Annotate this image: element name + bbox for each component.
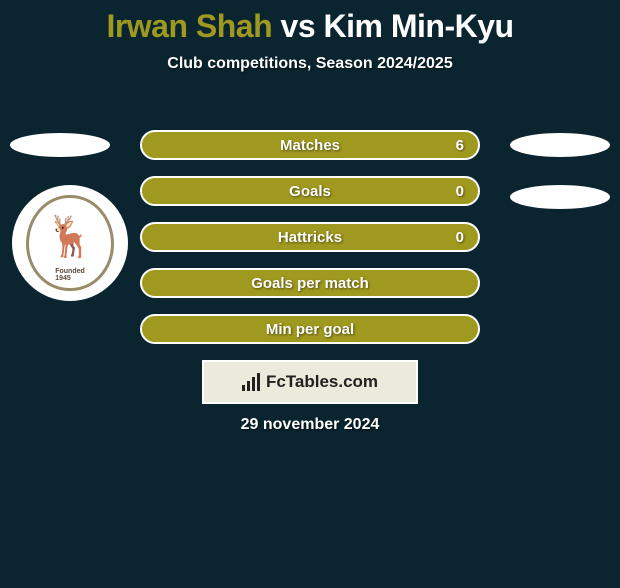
stat-row-mpg: Min per goal <box>140 314 480 344</box>
avatar-placeholder-right-2 <box>510 185 610 209</box>
footer-date: 29 november 2024 <box>0 416 620 434</box>
stats-rows: Matches 6 Goals 0 Hattricks 0 Goals per … <box>140 130 480 360</box>
stat-row-goals: Goals 0 <box>140 176 480 206</box>
club-badge-left: 🦌 Founded1945 <box>12 185 128 301</box>
stat-label: Matches <box>280 137 340 154</box>
title-player2: Kim Min-Kyu <box>324 8 514 44</box>
stat-label: Goals <box>289 183 331 200</box>
subtitle: Club competitions, Season 2024/2025 <box>0 55 620 73</box>
stat-row-hattricks: Hattricks 0 <box>140 222 480 252</box>
avatar-placeholder-left <box>10 133 110 157</box>
stat-value-right: 0 <box>456 229 464 246</box>
stat-row-matches: Matches 6 <box>140 130 480 160</box>
page-title: Irwan Shah vs Kim Min-Kyu <box>0 8 620 45</box>
promo-link[interactable]: FcTables.com <box>202 360 418 404</box>
badge-founded: Founded1945 <box>55 268 85 282</box>
title-player1: Irwan Shah <box>106 8 272 44</box>
promo-text: FcTables.com <box>266 372 378 392</box>
stat-label: Goals per match <box>251 275 369 292</box>
title-vs: vs <box>281 8 316 44</box>
stat-value-right: 6 <box>456 137 464 154</box>
avatar-placeholder-right-1 <box>510 133 610 157</box>
stat-row-gpm: Goals per match <box>140 268 480 298</box>
deer-icon: 🦌 <box>45 217 95 257</box>
stat-label: Hattricks <box>278 229 342 246</box>
stat-label: Min per goal <box>266 321 354 338</box>
bar-chart-icon <box>242 373 260 391</box>
stat-value-right: 0 <box>456 183 464 200</box>
club-shield: 🦌 Founded1945 <box>26 195 114 291</box>
